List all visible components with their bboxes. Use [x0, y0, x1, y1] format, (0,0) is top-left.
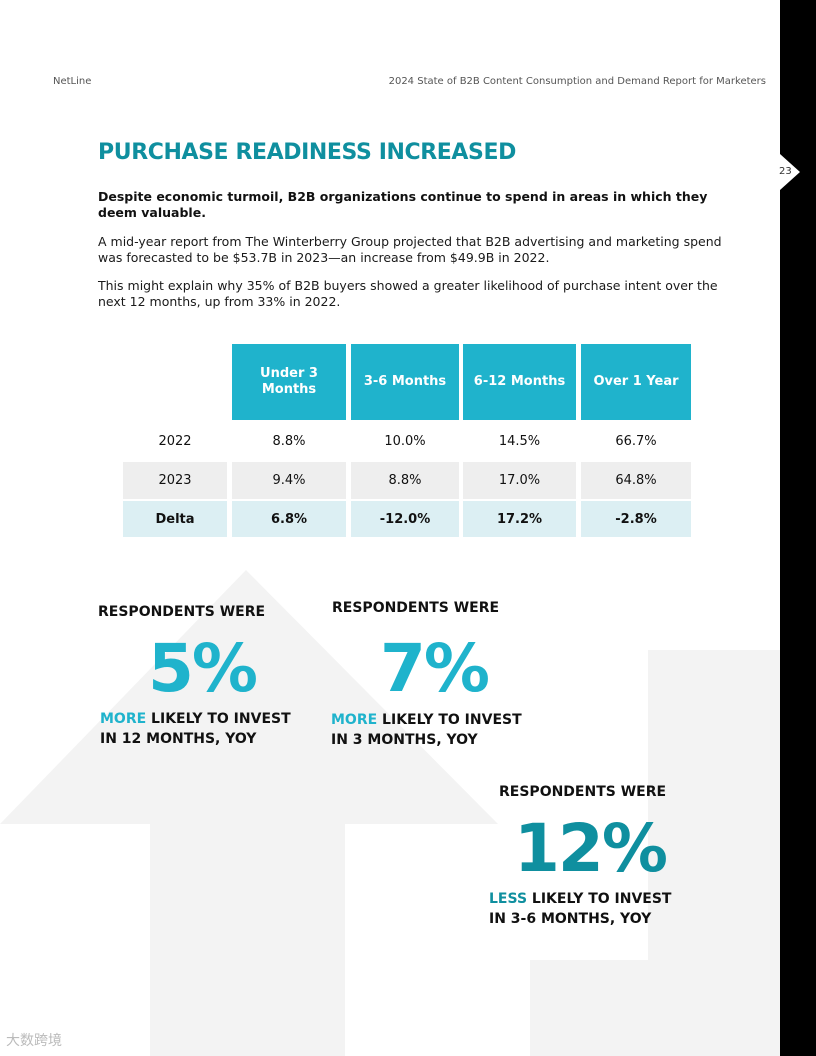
stat-caption: MORE LIKELY TO INVEST IN 12 MONTHS, YOY [100, 709, 291, 749]
table-cell: 9.4% [232, 462, 346, 499]
table-cell: 6.8% [232, 501, 346, 537]
table-cell: 17.2% [463, 501, 576, 537]
column-header: 3-6 Months [351, 344, 459, 420]
column-header: Over 1 Year [581, 344, 691, 420]
stat-value: 7% [380, 630, 490, 707]
body-paragraph-1: A mid-year report from The Winterberry G… [98, 234, 722, 265]
stat-caption: MORE LIKELY TO INVEST IN 3 MONTHS, YOY [331, 710, 522, 750]
stat-heading: RESPONDENTS WERE [98, 604, 266, 620]
stat-caption-rest: LIKELY TO INVEST [527, 891, 672, 907]
stat-heading: RESPONDENTS WERE [499, 784, 667, 800]
table-cell: 8.8% [351, 462, 459, 499]
stat-heading: RESPONDENTS WERE [332, 600, 500, 616]
stat-accent-word: MORE [331, 712, 378, 728]
table-cell: 64.8% [581, 462, 691, 499]
table-cell: 66.7% [615, 433, 657, 449]
lead-paragraph: Despite economic turmoil, B2B organizati… [98, 189, 708, 220]
column-header: 6-12 Months [463, 344, 576, 420]
stat-caption-rest: LIKELY TO INVEST [377, 712, 522, 728]
stat-caption-line2: IN 12 MONTHS, YOY [100, 731, 257, 747]
stat-caption: LESS LIKELY TO INVEST IN 3-6 MONTHS, YOY [489, 889, 671, 929]
stat-caption-line2: IN 3 MONTHS, YOY [331, 732, 478, 748]
stat-accent-word: MORE [100, 711, 147, 727]
stat-caption-rest: LIKELY TO INVEST [146, 711, 291, 727]
header-brand: NetLine [53, 76, 92, 87]
body-paragraph-2: This might explain why 35% of B2B buyers… [98, 278, 718, 309]
table-cell: 17.0% [463, 462, 576, 499]
stat-value: 12% [514, 810, 668, 887]
stat-value: 5% [148, 630, 258, 707]
row-label: 2022 [158, 433, 192, 449]
stat-accent-word: LESS [489, 891, 528, 907]
row-label: 2023 [123, 462, 227, 499]
header-report-title: 2024 State of B2B Content Consumption an… [388, 76, 766, 87]
watermark-logo: 大数跨境 [6, 1033, 62, 1049]
table-cell: -2.8% [581, 501, 691, 537]
left-arrow-shape [0, 570, 498, 1056]
column-header: Under 3 Months [232, 344, 346, 420]
table-cell: -12.0% [351, 501, 459, 537]
table-cell: 14.5% [498, 433, 541, 449]
table-cell: 8.8% [272, 433, 306, 449]
row-label: Delta [123, 501, 227, 537]
page-number: 23 [779, 166, 792, 177]
table-cell: 10.0% [384, 433, 426, 449]
page-title: PURCHASE READINESS INCREASED [98, 140, 516, 165]
stat-caption-line2: IN 3-6 MONTHS, YOY [489, 911, 652, 927]
right-arrow-shape [530, 650, 780, 1056]
page-tab [780, 0, 816, 1056]
